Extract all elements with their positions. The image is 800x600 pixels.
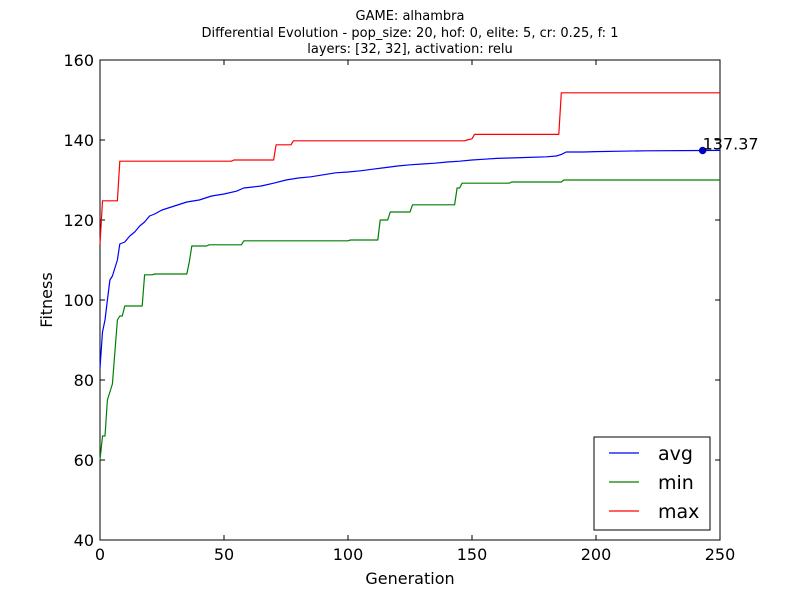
chart-title-line-2: Differential Evolution - pop_size: 20, h… [202,26,619,41]
legend: avg min max [593,436,711,531]
legend-label-avg: avg [658,443,693,465]
chart-title-line-1: GAME: alhambra [356,9,465,24]
legend-label-min: min [658,472,694,494]
annotation-label: 137.37 [703,135,759,154]
x-tick-label: 150 [457,545,488,564]
chart-title-line-3: layers: [32, 32], activation: relu [307,42,512,57]
x-tick-label: 0 [95,545,105,564]
x-tick-label: 250 [705,545,736,564]
y-tick-label: 40 [74,531,94,550]
series-layer [99,92,721,461]
x-tick-label: 100 [333,545,364,564]
y-axis-label: Fitness [37,272,56,327]
legend-label-max: max [658,501,699,523]
y-tick-label: 60 [74,451,94,470]
x-axis: 0 50 100 150 200 250 [95,60,735,564]
y-tick-label: 120 [63,211,94,230]
series-line-min [99,179,720,461]
annotation: 137.37 [698,135,759,155]
y-axis: 40 60 80 100 120 140 160 [63,51,720,550]
x-axis-label: Generation [365,569,454,588]
series-line-max [99,92,720,245]
x-tick-label: 200 [581,545,612,564]
y-tick-label: 140 [63,131,94,150]
chart-title: GAME: alhambra Differential Evolution - … [202,9,619,57]
x-tick-label: 50 [214,545,234,564]
annotation-marker [698,146,707,155]
series-line-avg [99,149,721,369]
y-tick-label: 100 [63,291,94,310]
y-tick-label: 160 [63,51,94,70]
y-tick-label: 80 [74,371,94,390]
